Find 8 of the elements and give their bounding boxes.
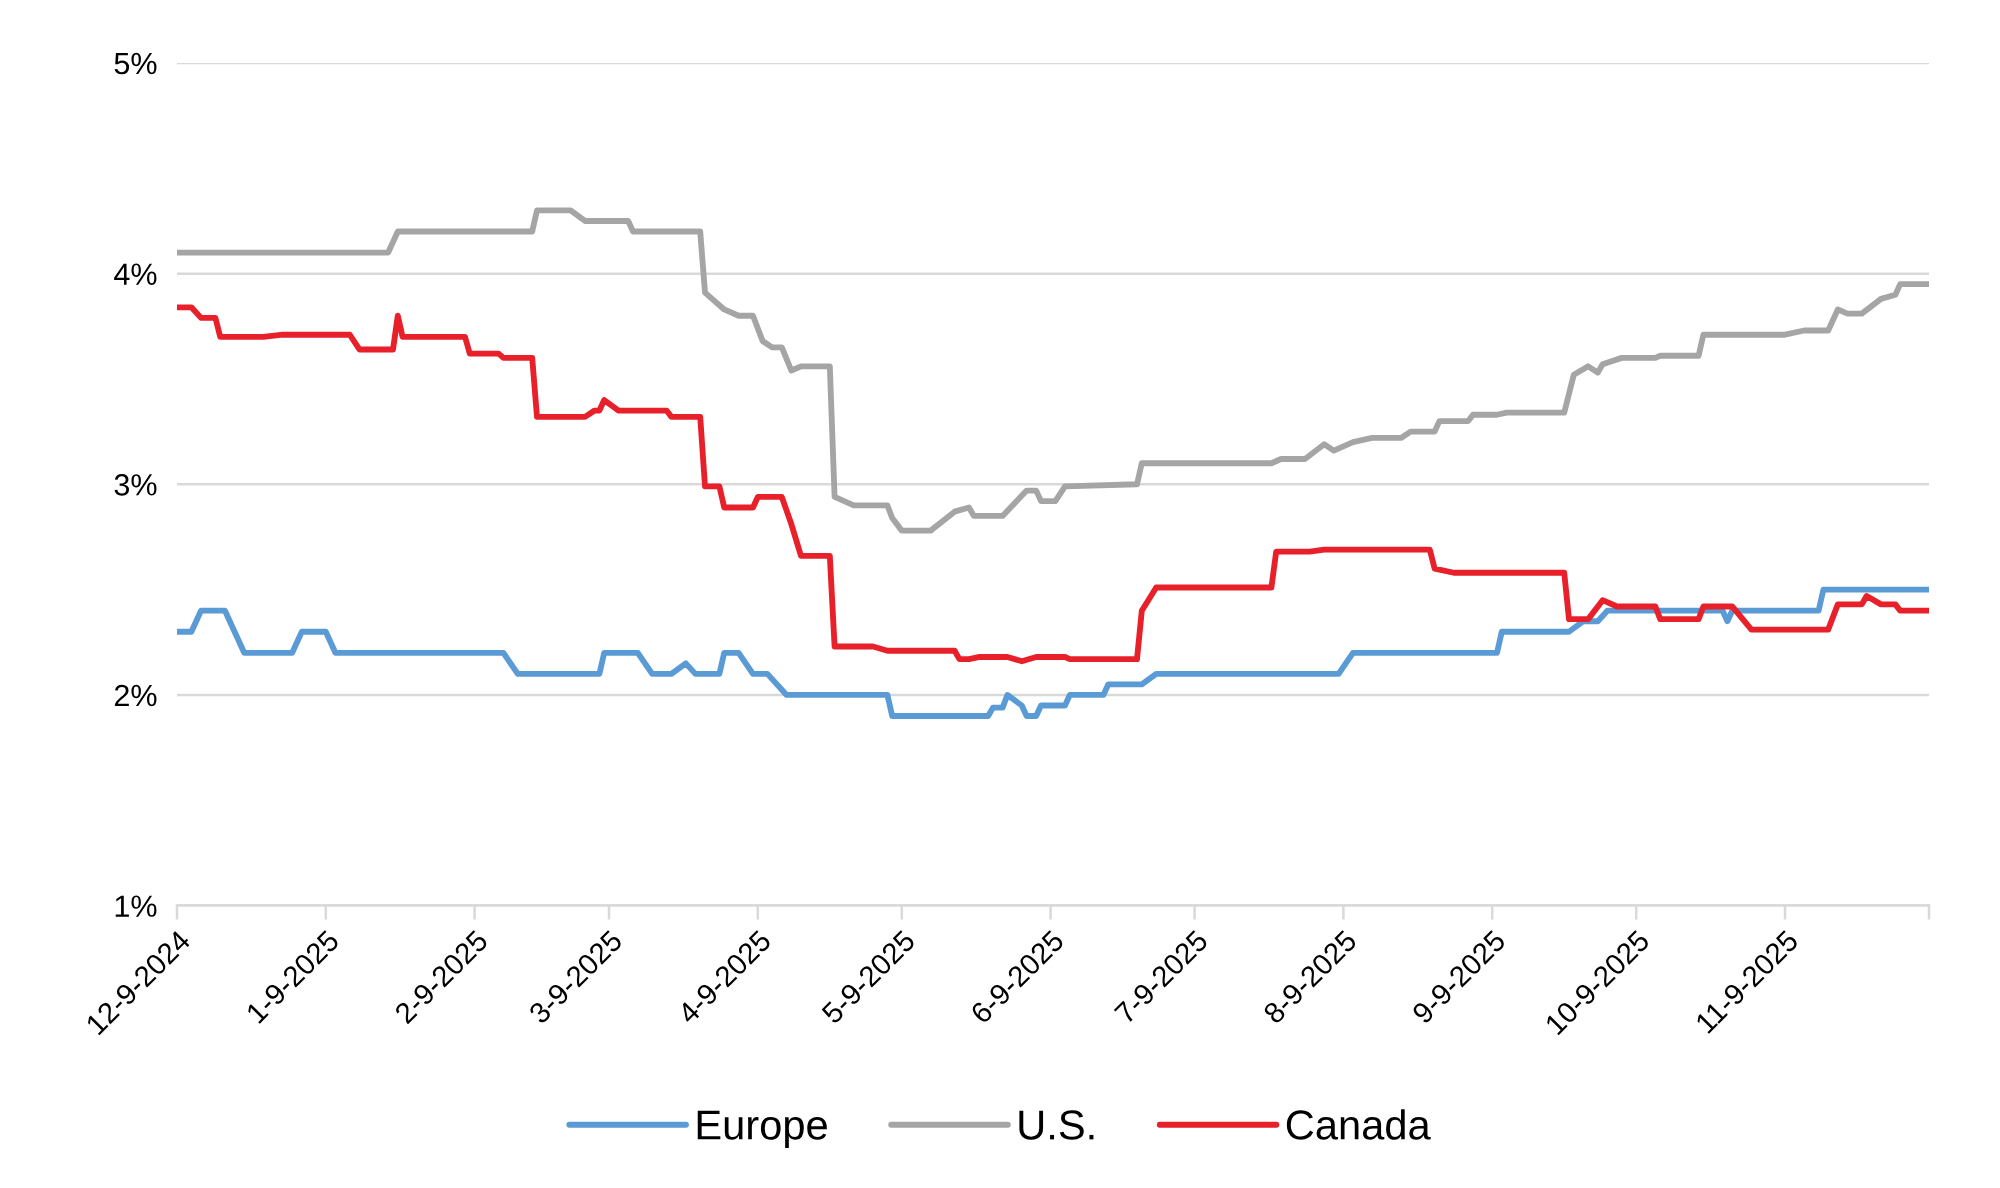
y-tick-label: 5% xyxy=(114,52,157,75)
y-tick-label: 4% xyxy=(114,263,157,285)
legend-label: U.S. xyxy=(1019,1110,1094,1140)
y-tick-label: 2% xyxy=(114,684,157,707)
y-tick-label: 1% xyxy=(115,895,157,917)
legend-label: Europe xyxy=(697,1110,827,1149)
y-tick-label: 3% xyxy=(114,474,157,496)
legend-label: Canada xyxy=(1286,1109,1431,1140)
